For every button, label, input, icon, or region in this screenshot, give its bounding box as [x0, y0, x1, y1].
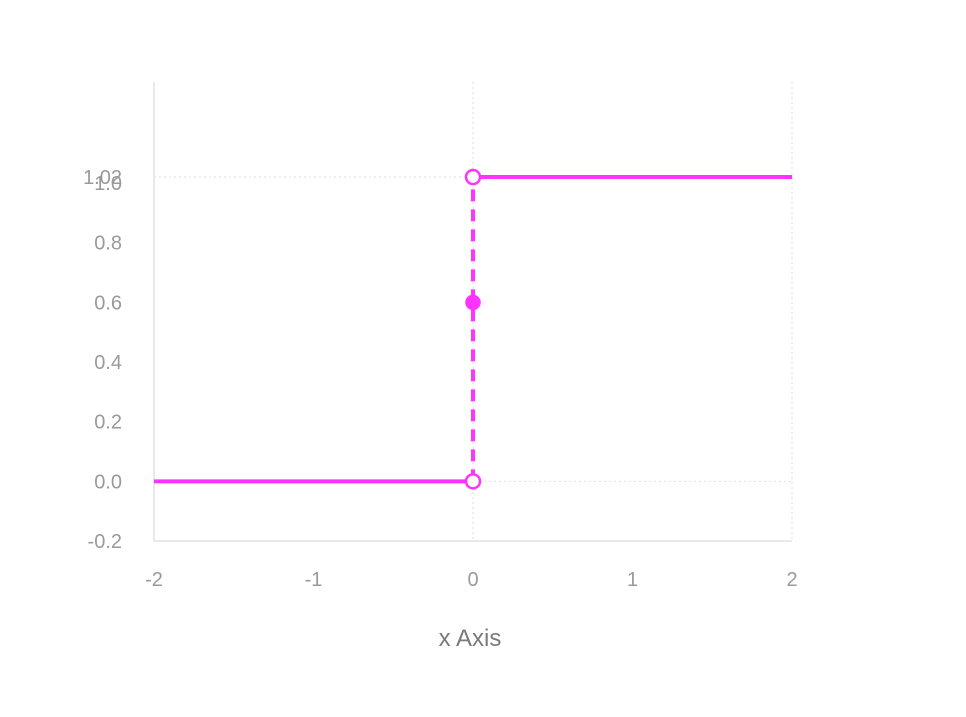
- y-tick-label: 0.4: [94, 352, 122, 374]
- y-tick-label: 0.6: [94, 292, 122, 314]
- x-tick-label: 2: [786, 569, 797, 591]
- y-tick-label: 1.0: [94, 173, 122, 195]
- open-point-marker: [464, 473, 482, 490]
- tick-labels: -0.2 0.0 0.2 0.4 0.6 0.8 1.01.02 -2 -1 0 1 2: [83, 167, 798, 591]
- x-tick-label: -1: [305, 569, 323, 591]
- series: [154, 175, 792, 484]
- y-tick-label: 0.8: [94, 233, 122, 255]
- x-tick-label: 1: [627, 569, 638, 591]
- x-axis-title: x Axis: [439, 625, 502, 652]
- markers: [464, 168, 482, 490]
- x-tick-label: 0: [467, 569, 478, 591]
- y-tick-label: 0.2: [94, 412, 122, 434]
- axes: [153, 82, 792, 542]
- filled-point-marker: [465, 294, 481, 311]
- y-tick-label: 0.0: [94, 471, 122, 493]
- y-tick-label: -0.2: [88, 531, 122, 553]
- x-tick-label: -2: [145, 569, 163, 591]
- y-tick-label: 1.02: [83, 167, 122, 189]
- open-point-marker: [464, 168, 482, 186]
